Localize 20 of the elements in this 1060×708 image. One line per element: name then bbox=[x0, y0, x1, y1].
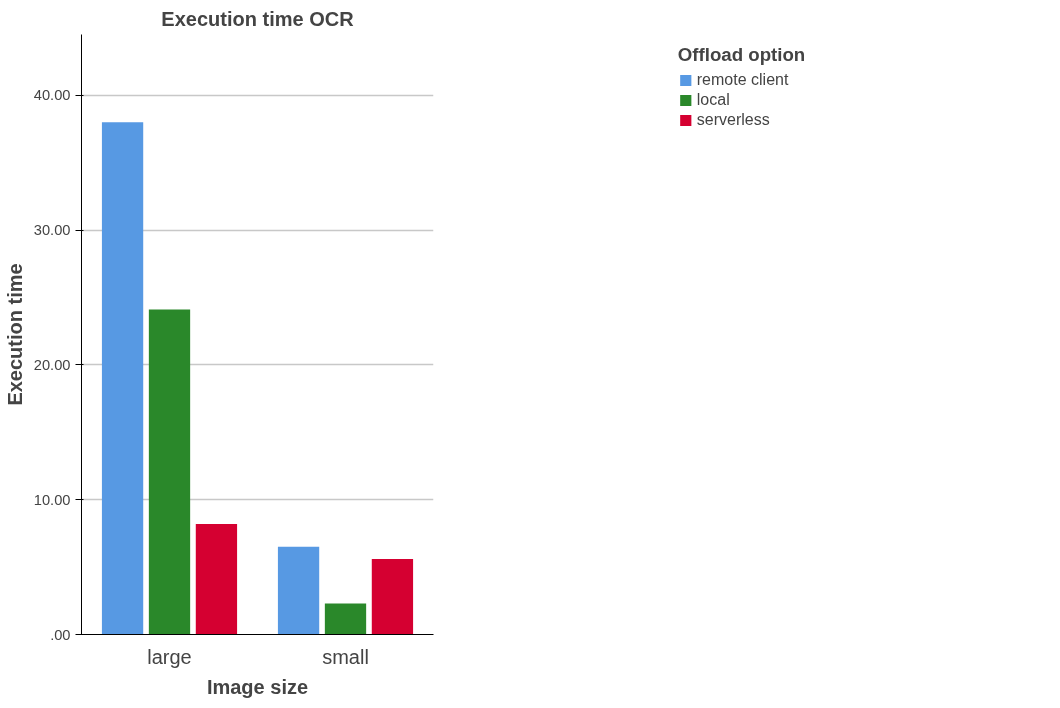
legend-title: Offload option bbox=[677, 44, 806, 66]
legend-label: serverless bbox=[696, 111, 770, 129]
bar bbox=[371, 558, 414, 635]
bar bbox=[101, 122, 144, 635]
bar bbox=[195, 523, 238, 635]
chart-title: Execution time OCR bbox=[161, 7, 355, 30]
legend-label: remote client bbox=[696, 71, 789, 89]
x-axis-title: Image size bbox=[206, 675, 309, 698]
y-tick-label: 40.00 bbox=[33, 87, 71, 104]
y-tick-label: 30.00 bbox=[33, 222, 71, 239]
x-tick-label: small bbox=[322, 645, 369, 668]
y-tick-label: .00 bbox=[50, 626, 71, 643]
bar bbox=[324, 603, 367, 635]
y-tick-label: 10.00 bbox=[33, 491, 71, 508]
legend-label: local bbox=[696, 91, 730, 109]
y-tick-label: 20.00 bbox=[33, 356, 71, 373]
y-axis-title: Execution time bbox=[3, 263, 26, 406]
bar bbox=[148, 309, 191, 635]
x-tick-label: large bbox=[147, 645, 192, 668]
bar bbox=[277, 546, 320, 635]
